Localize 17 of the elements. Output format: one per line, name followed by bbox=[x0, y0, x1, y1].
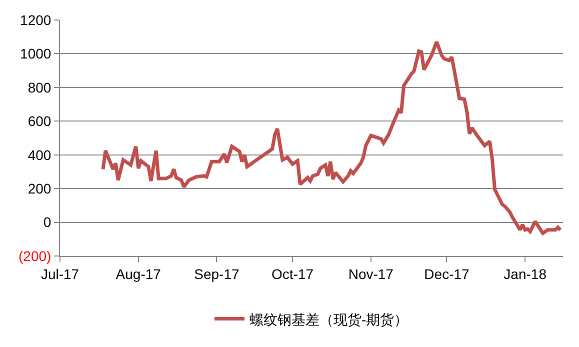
x-tick-label: Sep-17 bbox=[194, 266, 240, 282]
y-tick-label: 400 bbox=[28, 146, 52, 163]
x-tick-label: Jan-18 bbox=[504, 266, 547, 282]
x-tick-label: Dec-17 bbox=[424, 266, 470, 282]
y-tick-label: 1000 bbox=[20, 46, 52, 62]
legend-label: 螺纹钢基差（现货-期货） bbox=[250, 311, 408, 328]
x-tick-label: Nov-17 bbox=[348, 266, 394, 282]
line-series bbox=[101, 40, 562, 235]
x-tick-label: Oct-17 bbox=[272, 266, 314, 282]
y-tick-label: 800 bbox=[28, 79, 52, 96]
y-tick-label: 0 bbox=[43, 214, 52, 230]
y-tick-label: 600 bbox=[28, 113, 52, 130]
x-tick-label: Jul-17 bbox=[40, 266, 80, 282]
y-tick-label: 1200 bbox=[20, 12, 52, 28]
x-tick-label: Aug-17 bbox=[116, 266, 162, 282]
y-tick-label: 200 bbox=[28, 180, 52, 196]
y-tick-label: (200) bbox=[18, 248, 52, 264]
